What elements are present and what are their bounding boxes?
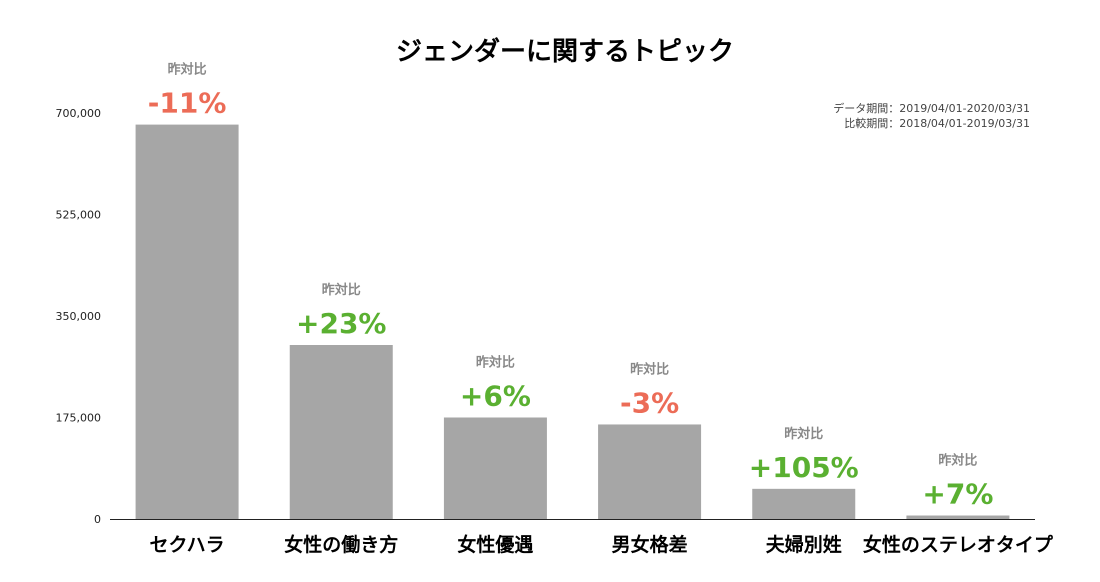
x-tick-label: セクハラ — [150, 534, 225, 556]
yoy-change-label: +7% — [922, 478, 993, 511]
yoy-change-label: +6% — [460, 380, 531, 413]
yoy-caption: 昨対比 — [168, 62, 207, 78]
y-tick-label: 700,000 — [56, 107, 102, 120]
yoy-caption: 昨対比 — [476, 355, 515, 371]
yoy-caption: 昨対比 — [938, 453, 977, 469]
x-tick-label: 女性のステレオタイプ — [863, 533, 1054, 556]
bar — [135, 124, 239, 519]
y-tick-label: 350,000 — [56, 310, 102, 323]
x-tick-label: 夫婦別姓 — [766, 533, 842, 556]
yoy-change-label: -11% — [148, 87, 227, 120]
chart-title: ジェンダーに関するトピック — [396, 36, 734, 67]
x-tick-label: 女性優遇 — [457, 533, 533, 556]
y-tick-label: 525,000 — [56, 209, 102, 222]
y-axis: 0 175,000 350,000 525,000 700,000 — [56, 107, 102, 526]
y-tick-label: 175,000 — [56, 412, 102, 425]
bar — [752, 488, 856, 519]
y-tick-label: 0 — [94, 513, 101, 526]
bar — [443, 417, 547, 519]
comparison-period: 比較期間：2018/04/01-2019/03/31 — [844, 116, 1030, 130]
yoy-caption: 昨対比 — [630, 361, 669, 377]
yoy-change-label: +23% — [296, 307, 386, 340]
bar — [289, 345, 393, 519]
x-axis: セクハラ 女性の働き方 女性優遇 男女格差 夫婦別姓 女性のステレオタイプ — [110, 519, 1054, 556]
x-tick-label: 女性の働き方 — [284, 533, 398, 556]
yoy-change-label: -3% — [620, 386, 679, 419]
bar-series: -11% 昨対比 +23% 昨対比 +6% 昨対比 -3% 昨対比 +105% 昨対比 +7% 昨対比 — [135, 62, 1010, 519]
x-tick-label: 男女格差 — [612, 533, 688, 556]
data-period: データ期間：2019/04/01-2020/03/31 — [833, 101, 1030, 115]
bar — [906, 515, 1010, 519]
yoy-caption: 昨対比 — [322, 282, 361, 298]
yoy-caption: 昨対比 — [784, 426, 823, 442]
yoy-change-label: +105% — [749, 451, 859, 484]
bar — [598, 424, 702, 519]
